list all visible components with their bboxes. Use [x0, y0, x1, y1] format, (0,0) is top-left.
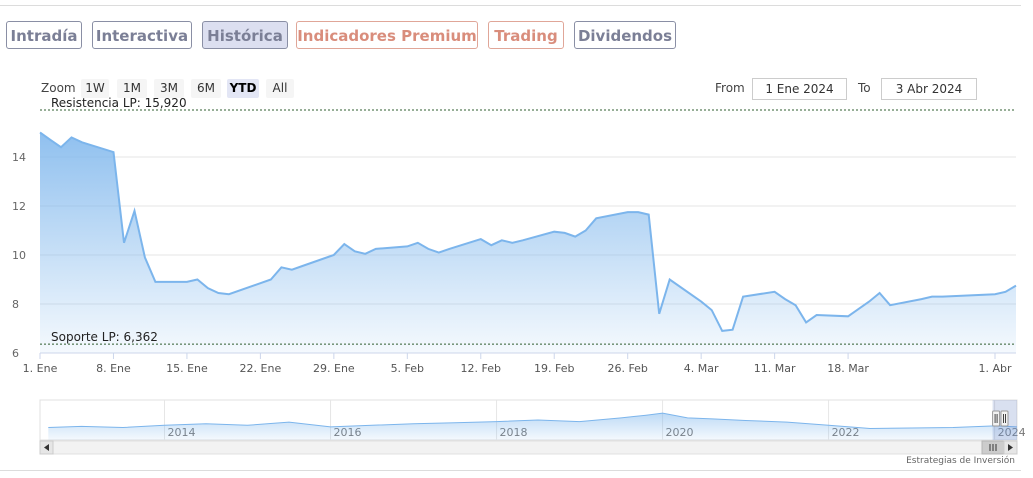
x-tick-label: 18. Mar	[827, 362, 869, 375]
top-divider	[0, 5, 1021, 6]
chart-credit: Estrategias de Inversión	[906, 456, 1015, 466]
zoom-ytd-button[interactable]: YTD	[227, 79, 259, 98]
zoom-1w-button[interactable]: 1W	[81, 79, 109, 98]
series-area	[40, 132, 1016, 353]
navigator-scrollbar-track[interactable]	[39, 440, 1018, 455]
navigator-handle-right[interactable]	[1000, 410, 1009, 427]
resistance-label: Resistencia LP: 15,920	[51, 96, 187, 110]
navigator-line	[48, 412, 1018, 430]
tab-historica[interactable]: Histórica	[202, 21, 288, 49]
x-tick-label: 1. Abr	[978, 362, 1011, 375]
chevron-right-icon	[1008, 444, 1013, 451]
x-tick-label: 1. Ene	[23, 362, 58, 375]
bottom-divider	[0, 470, 1021, 471]
range-from-input[interactable]: 1 Ene 2024	[752, 78, 847, 100]
zoom-1m-button[interactable]: 1M	[117, 79, 147, 98]
tab-dividendos[interactable]: Dividendos	[574, 21, 676, 49]
tab-intradia[interactable]: Intradía	[6, 21, 82, 49]
chevron-left-icon	[44, 444, 49, 451]
navigator-handle-left[interactable]	[992, 410, 1001, 427]
zoom-all-button[interactable]: All	[266, 79, 294, 98]
y-tick-label: 8	[12, 298, 19, 311]
x-tick-label: 22. Ene	[240, 362, 282, 375]
y-tick-label: 6	[12, 347, 19, 360]
zoom-3m-button[interactable]: 3M	[154, 79, 184, 98]
support-label: Soporte LP: 6,362	[51, 330, 158, 344]
range-from-label: From	[715, 81, 745, 95]
navigator-area	[48, 413, 1018, 440]
x-tick-label: 4. Mar	[684, 362, 719, 375]
tab-trading[interactable]: Trading	[488, 21, 564, 49]
zoom-label: Zoom	[41, 81, 76, 95]
y-tick-label: 12	[12, 200, 26, 213]
tab-interactiva[interactable]: Interactiva	[92, 21, 192, 49]
x-tick-label: 15. Ene	[166, 362, 208, 375]
tab-indicadores-premium[interactable]: Indicadores Premium	[296, 21, 478, 49]
x-tick-label: 8. Ene	[96, 362, 131, 375]
y-tick-label: 14	[12, 151, 26, 164]
x-tick-label: 5. Feb	[391, 362, 424, 375]
x-tick-label: 19. Feb	[534, 362, 574, 375]
range-to-input[interactable]: 3 Abr 2024	[881, 78, 977, 100]
x-tick-label: 11. Mar	[754, 362, 796, 375]
x-tick-label: 29. Ene	[313, 362, 355, 375]
x-tick-label: 26. Feb	[607, 362, 647, 375]
series-line	[39, 131, 1017, 332]
y-tick-label: 10	[12, 249, 26, 262]
range-to-label: To	[858, 81, 871, 95]
zoom-6m-button[interactable]: 6M	[191, 79, 221, 98]
x-tick-label: 12. Feb	[461, 362, 501, 375]
